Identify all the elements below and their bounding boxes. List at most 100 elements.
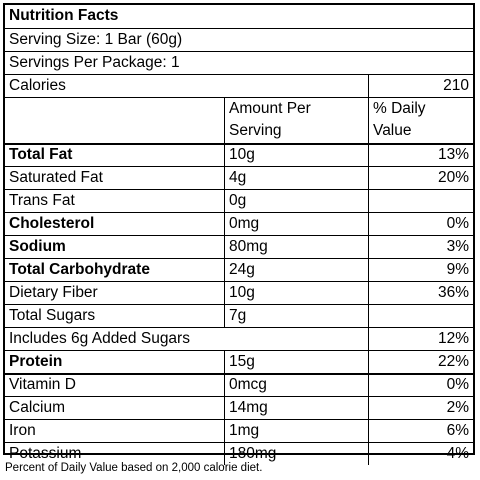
divider-dv <box>368 420 369 442</box>
vitamin-amount: 180mg <box>229 445 277 462</box>
dv-header-line2: Value <box>373 122 412 139</box>
nutrient-row: Sodium 80mg 3% <box>5 235 473 258</box>
divider-amount <box>224 259 225 281</box>
divider-dv <box>368 443 369 465</box>
divider-amount <box>224 167 225 189</box>
nutrient-amount: 15g <box>229 353 255 370</box>
divider-dv <box>368 282 369 304</box>
vitamin-row: Calcium 14mg 2% <box>5 396 473 419</box>
nutrient-row: Cholesterol 0mg 0% <box>5 212 473 235</box>
divider-dv <box>368 305 369 327</box>
vitamin-daily-value: 2% <box>446 399 469 416</box>
nutrient-row: Saturated Fat 4g 20% <box>5 166 473 189</box>
nutrient-amount: 7g <box>229 307 247 324</box>
vitamin-daily-value: 0% <box>446 376 469 393</box>
divider-dv <box>368 375 369 396</box>
divider-dv <box>368 328 369 350</box>
servings-per-package-row: Servings Per Package: 1 <box>5 51 473 74</box>
nutrient-name: Dietary Fiber <box>9 284 98 301</box>
nutrient-name: Includes 6g Added Sugars <box>9 330 190 347</box>
nutrient-row: Dietary Fiber 10g 36% <box>5 281 473 304</box>
divider-amount <box>224 443 225 465</box>
nutrient-amount: 24g <box>229 261 255 278</box>
serving-size: Serving Size: 1 Bar (60g) <box>9 31 183 48</box>
serving-size-row: Serving Size: 1 Bar (60g) <box>5 28 473 51</box>
divider-amount <box>224 305 225 327</box>
divider-dv <box>368 259 369 281</box>
vitamin-amount: 0mcg <box>229 376 267 393</box>
divider-amount <box>224 375 225 396</box>
nutrient-amount: 0g <box>229 192 247 209</box>
nutrition-facts-label: Nutrition Facts Serving Size: 1 Bar (60g… <box>3 3 475 465</box>
amount-header: Amount Per Serving <box>225 98 369 143</box>
nutrient-daily-value: 36% <box>437 284 469 301</box>
calories-label: Calories <box>9 77 66 94</box>
dv-header: % Daily Value <box>369 98 473 143</box>
nutrient-amount: 10g <box>229 146 255 163</box>
divider-dv <box>368 213 369 235</box>
nutrient-name: Total Fat <box>9 146 73 163</box>
nutrient-name: Trans Fat <box>9 192 75 209</box>
nutrient-daily-value: 9% <box>446 261 469 278</box>
vitamin-name: Iron <box>9 422 36 439</box>
title-row: Nutrition Facts <box>5 5 473 28</box>
calories-value: 210 <box>443 77 469 94</box>
nutrient-amount: 10g <box>229 284 255 301</box>
dv-header-line1: % Daily <box>373 100 426 117</box>
divider-dv <box>368 397 369 419</box>
divider-dv-header <box>368 75 369 143</box>
divider-dv <box>368 167 369 189</box>
nutrient-row: Trans Fat 0g <box>5 189 473 212</box>
vitamin-name: Vitamin D <box>9 376 76 393</box>
nutrient-amount: 0mg <box>229 215 260 232</box>
divider-amount-header <box>224 98 225 143</box>
nutrient-row: Total Carbohydrate 24g 9% <box>5 258 473 281</box>
vitamin-row: Iron 1mg 6% <box>5 419 473 442</box>
nutrient-name: Protein <box>9 353 63 370</box>
vitamin-row: Potassium 180mg 4% <box>5 442 473 465</box>
nutrient-row: Includes 6g Added Sugars 12% <box>5 327 473 350</box>
footnote: Percent of Daily Value based on 2,000 ca… <box>5 462 263 474</box>
nutrient-name: Sodium <box>9 238 66 255</box>
divider-dv <box>368 351 369 373</box>
nutrient-daily-value <box>369 305 473 327</box>
label-title: Nutrition Facts <box>9 7 119 24</box>
divider-dv <box>368 145 369 166</box>
amount-header-line2: Serving <box>229 122 282 139</box>
divider-amount <box>224 351 225 373</box>
nutrient-amount: 4g <box>229 169 247 186</box>
nutrient-row: Protein 15g 22% <box>5 350 473 373</box>
nutrient-row: Total Sugars 7g <box>5 304 473 327</box>
vitamin-daily-value: 6% <box>446 422 469 439</box>
nutrient-daily-value <box>369 190 473 212</box>
nutrient-daily-value: 0% <box>446 215 469 232</box>
nutrient-row: Total Fat 10g 13% <box>5 143 473 166</box>
nutrient-name: Total Carbohydrate <box>9 261 150 278</box>
calories-row: Calories 210 <box>5 74 473 97</box>
divider-dv <box>368 190 369 212</box>
column-header-row: Amount Per Serving % Daily Value <box>5 97 473 143</box>
servings-per-package: Servings Per Package: 1 <box>9 54 180 71</box>
nutrient-name: Cholesterol <box>9 215 95 232</box>
vitamin-name: Potassium <box>9 445 82 462</box>
vitamin-amount: 14mg <box>229 399 268 416</box>
vitamin-row: Vitamin D 0mcg 0% <box>5 373 473 396</box>
nutrient-daily-value: 20% <box>437 169 469 186</box>
vitamin-name: Calcium <box>9 399 65 416</box>
divider-amount <box>224 397 225 419</box>
divider-amount <box>224 236 225 258</box>
divider-amount <box>224 420 225 442</box>
vitamin-daily-value: 4% <box>446 445 469 462</box>
divider-dv <box>368 236 369 258</box>
nutrient-daily-value: 13% <box>437 146 469 163</box>
amount-header-line1: Amount Per <box>229 100 311 117</box>
nutrient-daily-value: 22% <box>437 353 469 370</box>
divider-amount <box>224 145 225 166</box>
nutrient-name: Saturated Fat <box>9 169 103 186</box>
nutrient-daily-value: 12% <box>437 330 469 347</box>
divider-amount <box>224 282 225 304</box>
nutrient-daily-value: 3% <box>446 238 469 255</box>
divider-amount <box>224 213 225 235</box>
divider-amount <box>224 190 225 212</box>
nutrient-amount: 80mg <box>229 238 268 255</box>
